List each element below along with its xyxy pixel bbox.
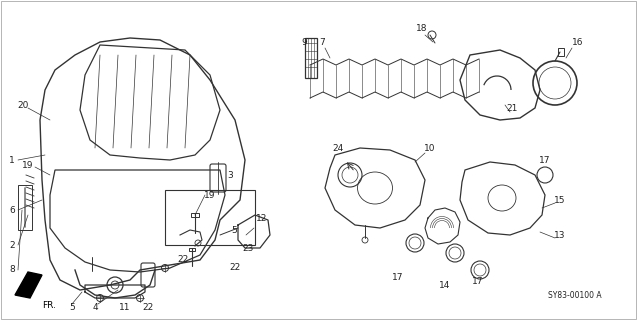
Text: 18: 18	[416, 23, 428, 33]
Text: 17: 17	[472, 277, 483, 286]
Text: 21: 21	[506, 103, 518, 113]
Text: 13: 13	[554, 230, 566, 239]
Text: 7: 7	[319, 37, 325, 46]
Bar	[189, 248, 195, 251]
Text: 6: 6	[9, 205, 15, 214]
Bar	[191, 213, 199, 217]
Text: 10: 10	[424, 143, 436, 153]
Bar	[165, 190, 255, 245]
Text: 17: 17	[392, 274, 404, 283]
Text: SY83-00100 A: SY83-00100 A	[548, 291, 602, 300]
Text: 22: 22	[229, 263, 241, 273]
Text: 19: 19	[204, 190, 216, 199]
Bar	[558, 48, 564, 56]
Text: 15: 15	[554, 196, 566, 204]
Text: 22: 22	[143, 303, 154, 313]
Text: 8: 8	[9, 266, 15, 275]
Text: 24: 24	[333, 143, 343, 153]
Text: 14: 14	[440, 281, 451, 290]
Text: 2: 2	[9, 241, 15, 250]
Text: 19: 19	[22, 161, 34, 170]
Text: 5: 5	[69, 303, 75, 313]
Bar	[18, 185, 32, 230]
Text: 20: 20	[17, 100, 29, 109]
Text: 12: 12	[256, 213, 268, 222]
Text: 9: 9	[301, 37, 307, 46]
Text: 4: 4	[92, 303, 98, 313]
Text: 1: 1	[9, 156, 15, 164]
Text: 5: 5	[231, 226, 237, 235]
Text: 22: 22	[177, 255, 189, 265]
Text: 23: 23	[242, 244, 254, 252]
Bar	[305, 38, 317, 78]
Text: FR.: FR.	[42, 300, 56, 309]
Polygon shape	[15, 272, 42, 298]
Text: 16: 16	[572, 37, 583, 46]
Text: 11: 11	[119, 303, 131, 313]
Text: 3: 3	[227, 171, 233, 180]
Text: 17: 17	[540, 156, 551, 164]
